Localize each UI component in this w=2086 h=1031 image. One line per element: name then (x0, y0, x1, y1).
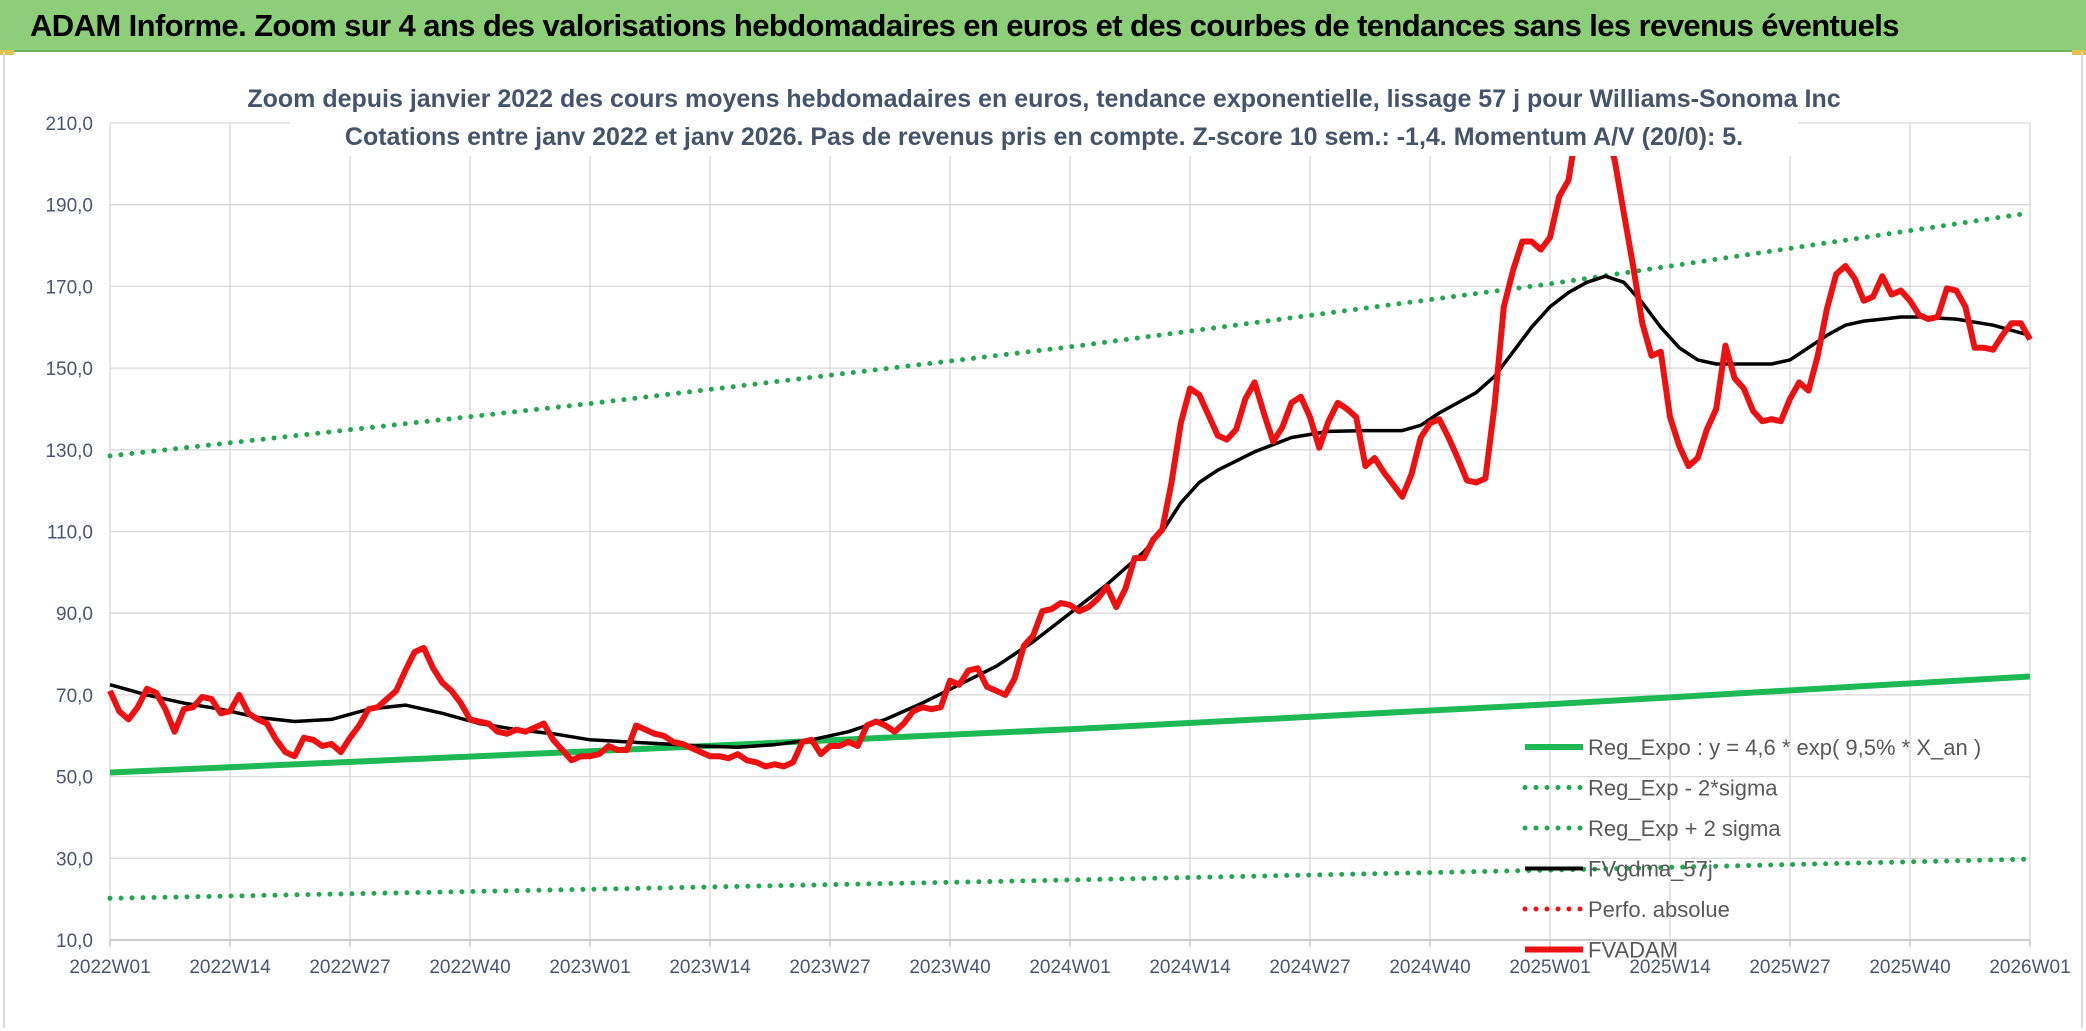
x-tick-label: 2025W40 (1869, 957, 1950, 978)
x-tick-label: 2025W14 (1629, 957, 1711, 978)
y-tick-label: 170,0 (45, 277, 93, 298)
x-tick-label: 2022W01 (69, 957, 150, 978)
series-line-fvadam (107, 117, 2033, 770)
y-tick-label: 110,0 (47, 523, 93, 544)
legend-label: Perfo. absolue (1588, 897, 1730, 922)
y-tick-label: 10,0 (56, 931, 93, 952)
report-title: ADAM Informe. Zoom sur 4 ans des valoris… (30, 8, 1900, 43)
chart-legend: Reg_Expo : y = 4,6 * exp( 9,5% * X_an ) R… (1522, 735, 1981, 963)
y-axis-ticks: 10,0 30,0 50,0 70,0 90,0 110,0 130,0 150,0 170,0… (45, 114, 93, 952)
x-tick-label: 2022W27 (309, 957, 390, 978)
chart-title: Zoom depuis janvier 2022 des cours moyen… (247, 85, 1840, 113)
title-background (290, 78, 1798, 156)
series-line-reg-expo-y-4-6-exp-9-5-x-an (109, 673, 2031, 776)
chart-frame: 10,0 30,0 50,0 70,0 90,0 110,0 130,0 150,0 170,0… (3, 52, 2083, 1028)
chart-subtitle: Cotations entre janv 2022 et janv 2026. … (345, 123, 1743, 151)
x-tick-label: 2026W01 (1989, 957, 2070, 978)
y-tick-label: 30,0 (56, 849, 93, 870)
x-tick-label: 2023W01 (549, 957, 630, 978)
legend-label: Reg_Exp + 2 sigma (1588, 816, 1781, 841)
corner-mark-right (2072, 50, 2086, 55)
legend-label: Reg_Exp - 2*sigma (1588, 776, 1778, 801)
y-tick-label: 70,0 (56, 686, 93, 707)
report-header: ADAM Informe. Zoom sur 4 ans des valoris… (0, 0, 2086, 52)
x-tick-label: 2025W01 (1509, 957, 1590, 978)
chart-series (107, 117, 2033, 901)
x-tick-label: 2024W27 (1269, 957, 1350, 978)
series-line-reg-exp-2-sigma (107, 210, 2033, 459)
x-tick-label: 2024W01 (1029, 957, 1110, 978)
legend-label: FVgdma_57j (1588, 857, 1713, 882)
x-tick-label: 2022W40 (429, 957, 510, 978)
x-axis-ticks: 2022W01 2022W14 2022W27 2022W40 2023W01 2023W… (69, 957, 2070, 978)
y-tick-label: 150,0 (45, 359, 93, 380)
y-tick-label: 130,0 (45, 441, 93, 462)
y-tick-label: 90,0 (56, 604, 93, 625)
y-tick-label: 210,0 (45, 114, 93, 135)
corner-mark-left (0, 50, 14, 55)
x-tick-label: 2023W27 (789, 957, 870, 978)
chart-title-block: Zoom depuis janvier 2022 des cours moyen… (247, 78, 1841, 156)
x-tick-label: 2023W40 (909, 957, 990, 978)
x-tick-label: 2024W40 (1389, 957, 1470, 978)
y-tick-label: 50,0 (56, 768, 93, 789)
y-tick-label: 190,0 (45, 196, 93, 217)
legend-label: FVADAM (1588, 938, 1678, 963)
line-chart: 10,0 30,0 50,0 70,0 90,0 110,0 130,0 150,0 170,0… (45, 78, 2071, 978)
series-line-reg-exp-2-sigma (107, 856, 2033, 901)
x-tick-label: 2024W14 (1149, 957, 1231, 978)
x-tick-label: 2023W14 (669, 957, 751, 978)
x-tick-label: 2022W14 (189, 957, 271, 978)
legend-label: Reg_Expo : y = 4,6 * exp( 9,5% * X_an ) (1588, 735, 1981, 760)
x-tick-label: 2025W27 (1749, 957, 1830, 978)
